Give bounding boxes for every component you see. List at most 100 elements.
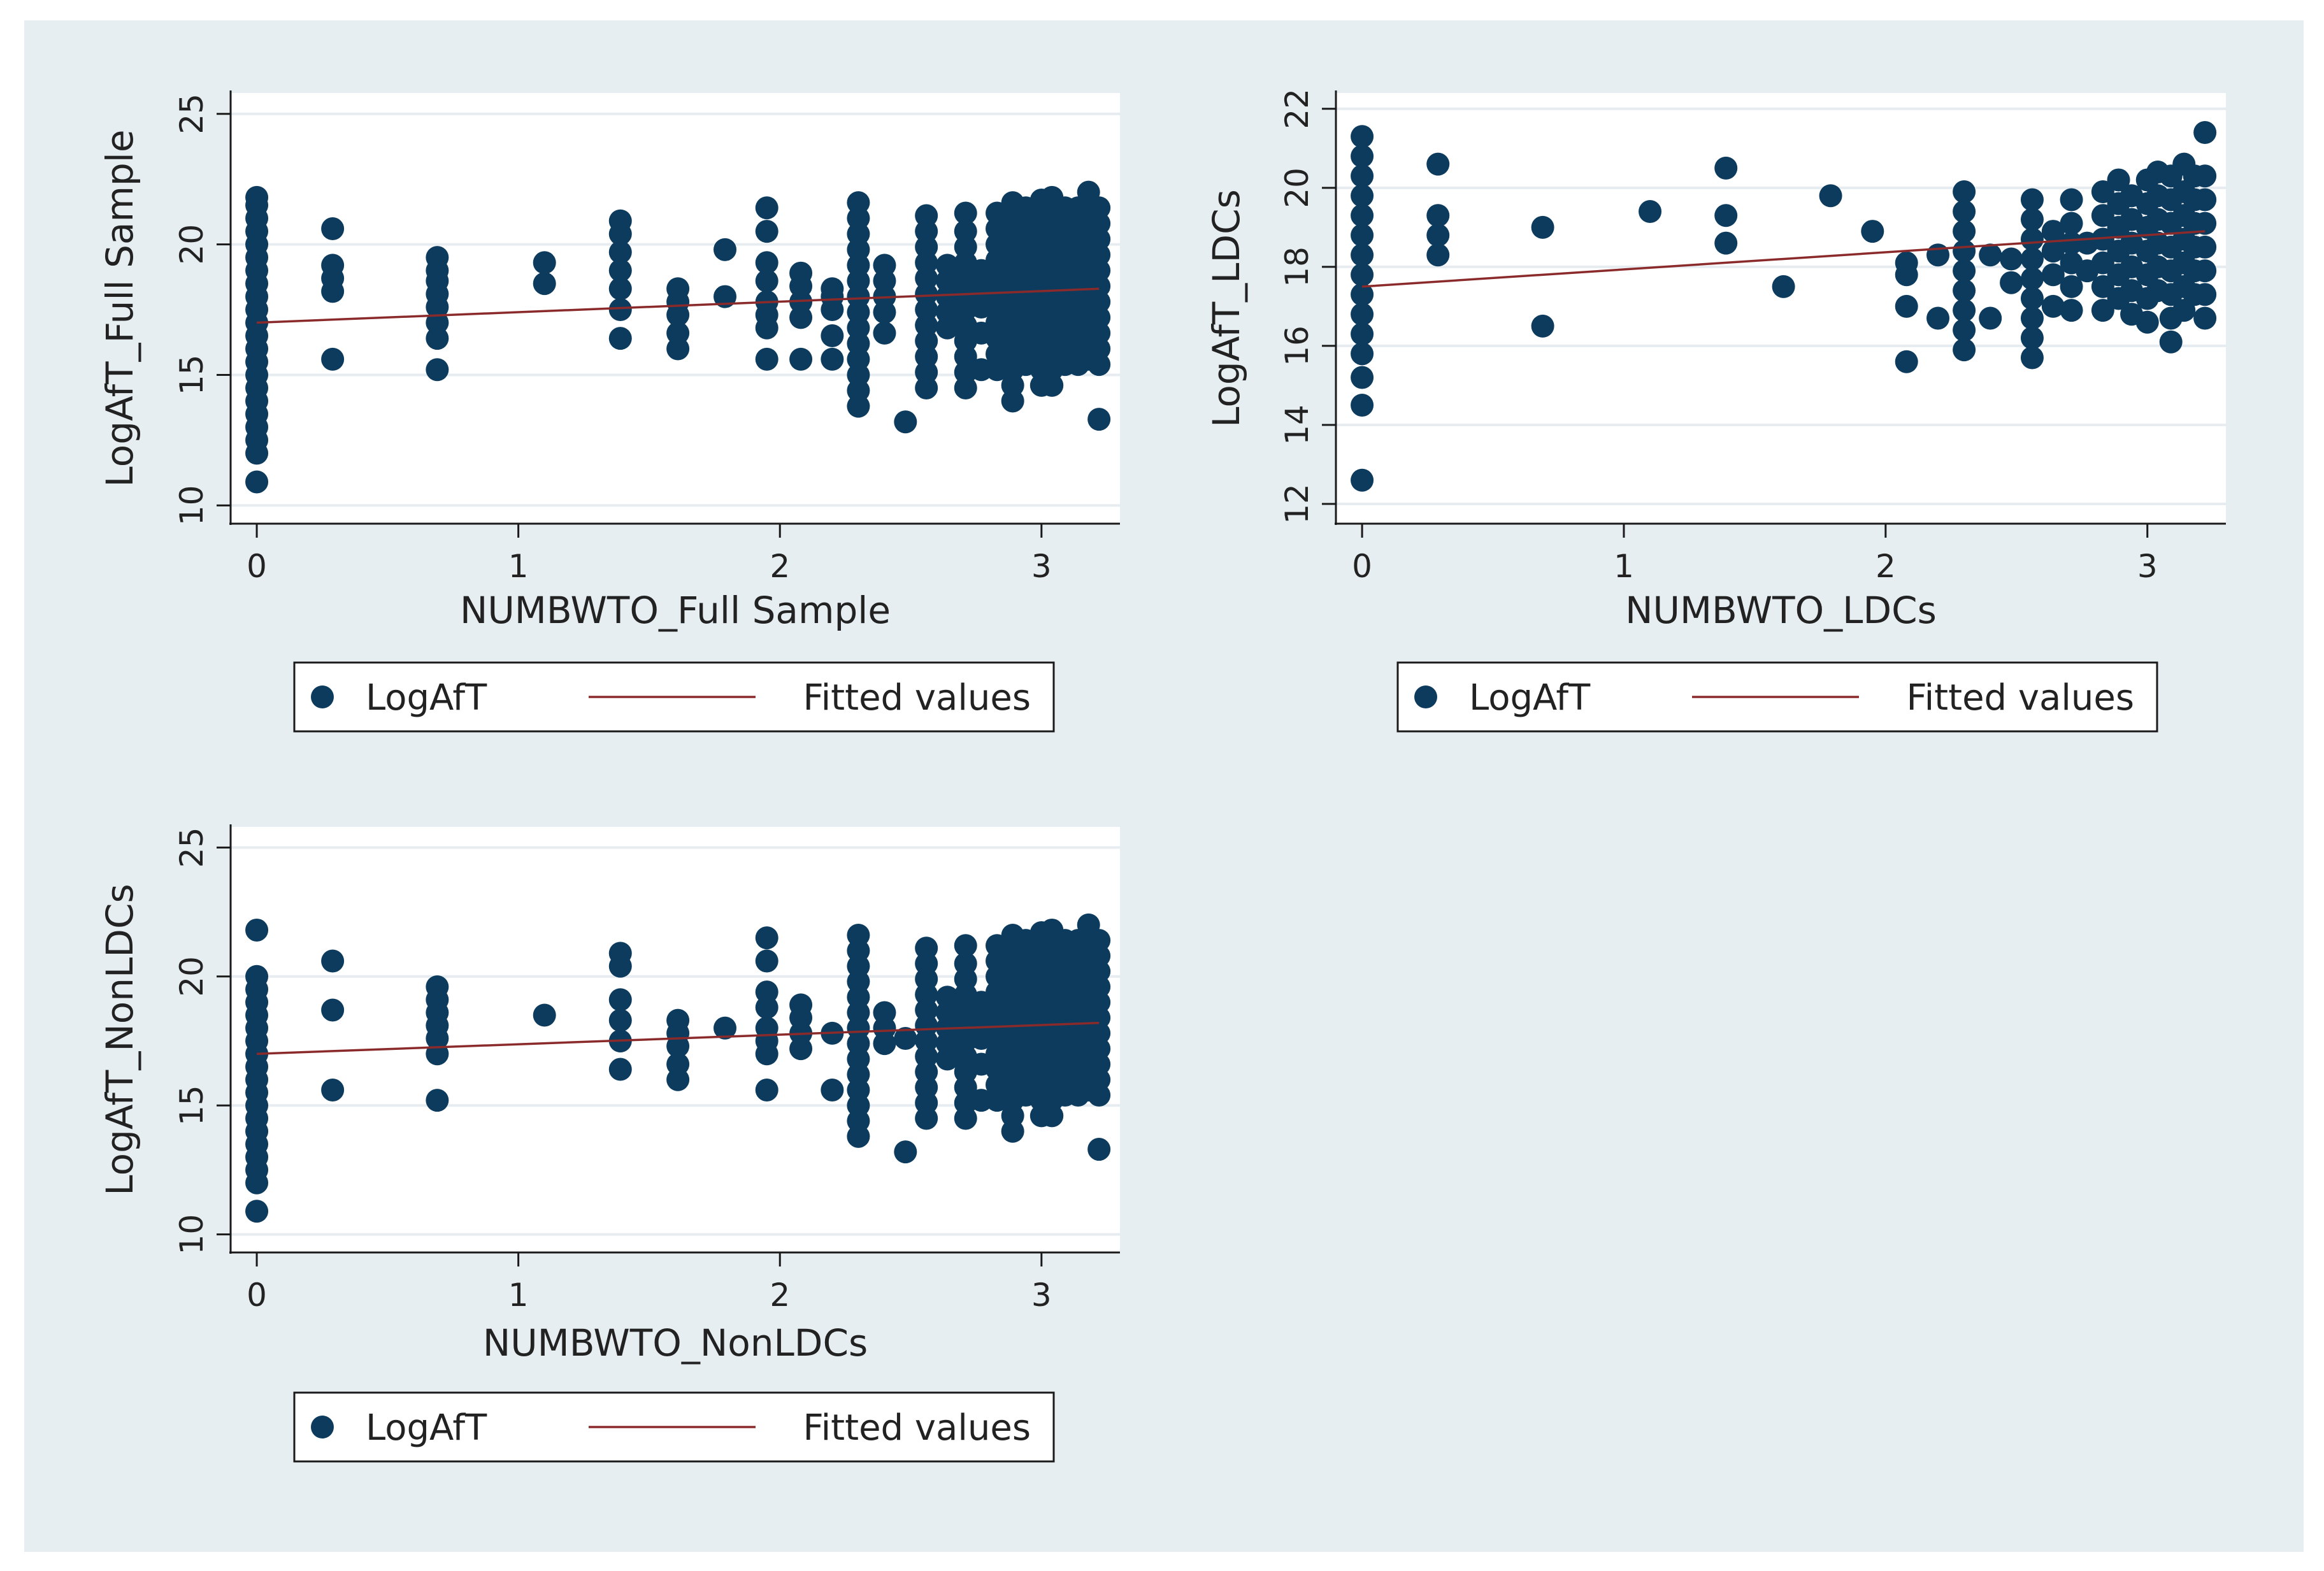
scatter-point [1714,204,1738,227]
scatter-point [608,209,632,233]
x-tick-label: 3 [1031,548,1052,585]
scatter-point [755,269,778,292]
scatter-point [1426,224,1450,247]
legend-label-fitted: Fitted values [1906,677,2134,719]
x-tick-label: 3 [2137,548,2158,585]
scatter-point [1531,314,1554,338]
scatter-point [426,246,449,269]
scatter-point [608,1008,632,1032]
scatter-point [847,924,870,947]
scatter-point [894,410,917,434]
scatter-point [936,986,959,1009]
scatter-point [1351,204,1374,227]
scatter-point [873,254,896,277]
scatter-point [755,1078,778,1101]
scatter-point [2193,164,2217,188]
scatter-point [873,321,896,345]
scatter-point [1426,152,1450,176]
scatter-point [2193,188,2217,212]
scatter-point [426,1089,449,1112]
scatter-point [1351,145,1374,168]
scatter-point [608,298,632,322]
y-tick-label: 25 [173,94,210,134]
scatter-point [1926,306,1950,330]
scatter-point [245,918,269,942]
legend-label-fitted: Fitted values [803,1407,1031,1449]
scatter-point [1953,279,1976,303]
scatter-point [714,238,737,261]
scatter-point [1895,350,1918,373]
scatter-point [1895,251,1918,275]
scatter-point [533,251,556,275]
y-tick-label: 10 [173,485,210,526]
scatter-point [1351,263,1374,287]
scatter-point [608,1058,632,1081]
x-axis-title: NUMBWTO_NonLDCs [483,1321,868,1365]
scatter-point [915,936,938,960]
scatter-point [666,321,690,345]
fitted-values-line [256,1021,1100,1056]
scatter-point [2193,212,2217,235]
x-tick-label: 2 [770,548,790,585]
legend-label-logaft: LogAfT [1469,677,1591,719]
scatter-point [321,1078,345,1101]
scatter-point [1926,243,1950,267]
y-axis-title: LogAfT_LDCs [1205,189,1248,427]
scatter-point [755,926,778,950]
scatter-point [1351,184,1374,208]
scatter-point [2091,227,2114,251]
scatter-point [2020,326,2044,350]
scatter-point [954,201,977,225]
legend-label-logaft: LogAfT [366,677,487,719]
scatter-point [533,272,556,296]
scatter-point [1953,240,1976,263]
scatter-point [426,358,449,382]
scatter-point [2060,231,2083,255]
chart-3: 10 15 20 25 0 1 2 3 NUMBWTO_NonLDCs LogAfT_NonLDC… [98,824,1120,1463]
x-tick-label: 0 [247,548,267,585]
scatter-point [1426,243,1450,267]
scatter-point [1351,125,1374,148]
scatter-point [2020,287,2044,310]
scatter-point [1087,929,1111,952]
scatter-point [426,975,449,999]
y-axis-title: LogAfT_NonLDCs [98,884,141,1195]
scatter-point [1351,366,1374,389]
legend-marker-logaft [1414,685,1437,708]
scatter-point [847,191,870,215]
scatter-point [970,295,993,319]
scatter-point [666,1008,690,1032]
scatter-point [954,220,977,243]
scatter-point [1351,224,1374,247]
legend: LogAfT Fitted values [293,1391,1055,1463]
scatter-point [1979,306,2002,330]
scatter-point [970,1026,993,1050]
scatter-point [1531,215,1554,239]
scatter-point [321,949,345,973]
scatter-point [2000,271,2023,294]
scatter-point [1953,220,1976,243]
scatter-point [2193,283,2217,306]
scatter-point [608,259,632,282]
scatter-point [821,1078,844,1101]
y-axis-title: LogAfT_Full Sample [98,129,141,487]
scatter-point [894,1026,917,1050]
scatter-point [2060,212,2083,235]
scatter-point [2041,240,2065,263]
scatter-point [1351,322,1374,346]
scatter-point [2193,235,2217,259]
scatter-point [1861,220,1884,243]
scatter-point [2193,121,2217,145]
scatter-point [2020,188,2044,212]
scatter-point [666,1052,690,1076]
legend-label-logaft: LogAfT [366,1407,487,1449]
scatter-series-logaft [1351,121,2217,492]
scatter-point [1819,184,1842,208]
legend: LogAfT Fitted values [293,661,1055,733]
scatter-point [954,934,977,958]
x-tick-label: 0 [1352,548,1372,585]
y-tick-label: 22 [1279,89,1316,129]
scatter-point [608,277,632,301]
x-tick-label: 3 [1031,1277,1052,1314]
